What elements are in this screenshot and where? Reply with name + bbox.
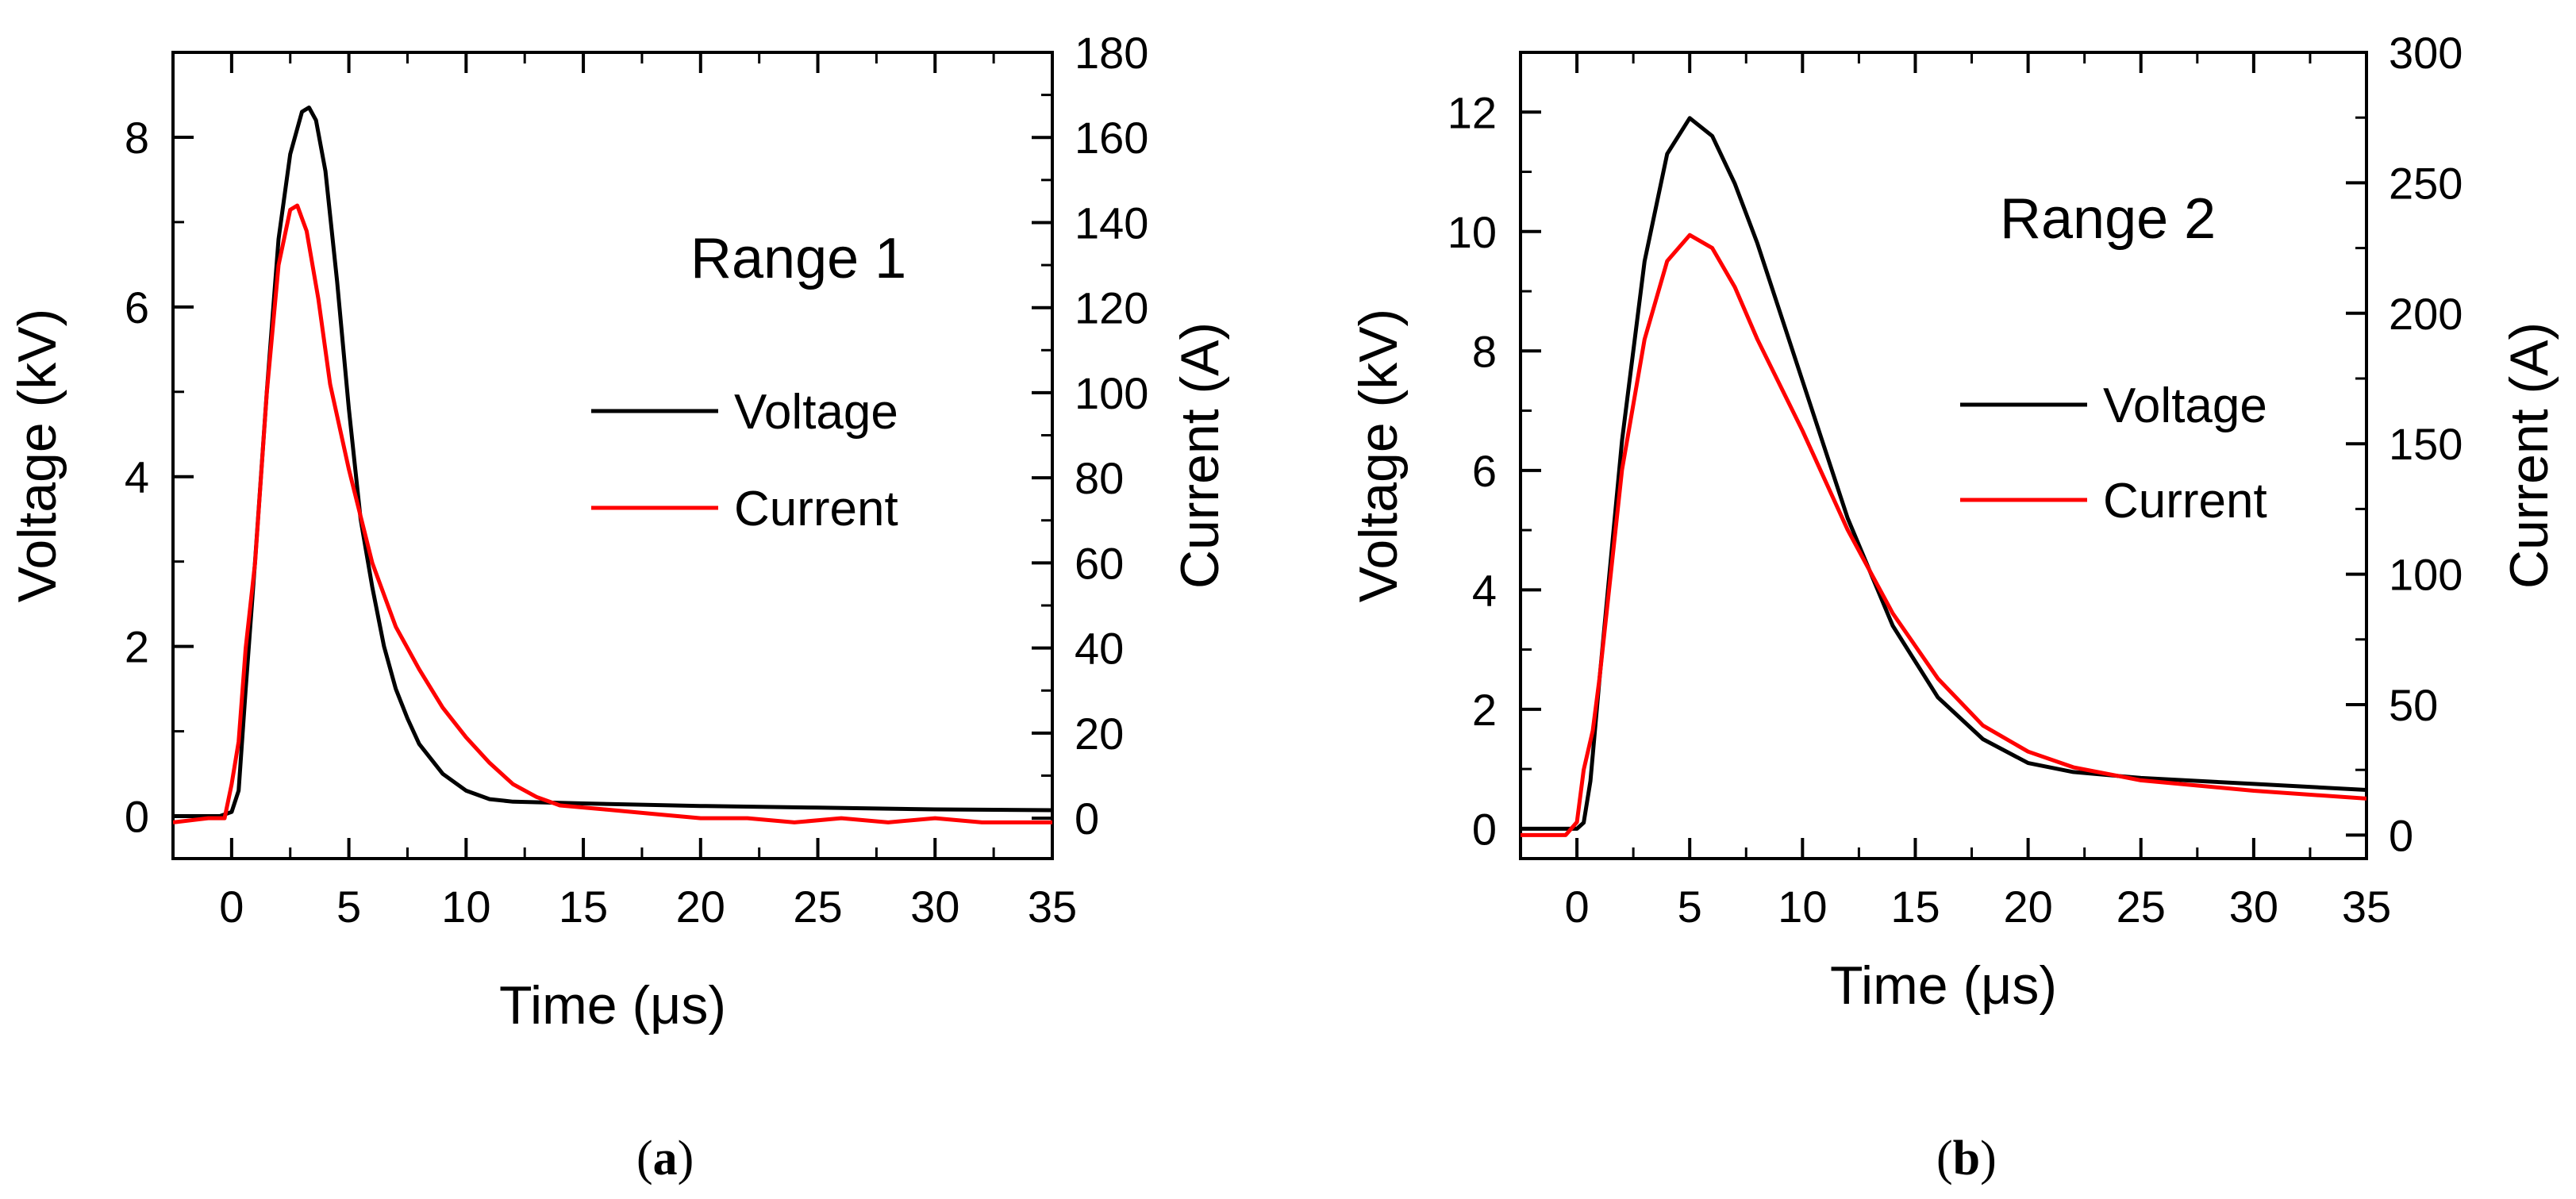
y-right-tick-label: 20 — [1075, 709, 1124, 759]
x-tick-label: 0 — [1564, 882, 1589, 932]
legend: Voltage Current — [1960, 379, 2267, 528]
panel-caption: (b) — [1936, 1132, 1997, 1186]
x-tick-label: 25 — [793, 882, 842, 932]
series-line-current — [173, 203, 1052, 824]
x-axis: 0 5 10 15 20 25 30 35 — [1564, 52, 2391, 932]
x-tick-label: 20 — [676, 882, 725, 932]
caption-open-paren: ( — [636, 1132, 653, 1186]
y-axis-right: 0 20 40 60 80 100 120 140 160 180 — [1032, 28, 1148, 844]
y-right-tick-label: 140 — [1075, 198, 1148, 248]
x-tick-label: 20 — [2003, 882, 2052, 932]
y-left-tick-label: 2 — [125, 622, 149, 672]
y-right-tick-label: 0 — [1075, 794, 1099, 844]
y-left-tick-label: 6 — [1472, 446, 1497, 496]
x-tick-label: 5 — [1678, 882, 1702, 932]
legend-label-voltage: Voltage — [2103, 379, 2267, 433]
y-left-tick-label: 6 — [125, 282, 149, 332]
y-left-tick-label: 4 — [1472, 565, 1497, 615]
y-left-tick-label: 4 — [125, 452, 149, 502]
y-right-tick-label: 120 — [1075, 283, 1148, 333]
y-left-tick-label: 0 — [125, 792, 149, 842]
caption-letter: a — [653, 1132, 678, 1186]
x-axis-title: Time (μs) — [499, 975, 726, 1036]
y-right-tick-label: 80 — [1075, 453, 1124, 503]
y-right-tick-label: 100 — [2389, 550, 2463, 600]
chart-panel-a: 0 5 10 15 20 25 30 3502468020406080100120140160… — [7, 28, 1230, 1186]
y-right-tick-label: 300 — [2389, 28, 2463, 78]
plot-frame — [1519, 51, 2368, 860]
legend-label-current: Current — [2103, 474, 2267, 528]
x-tick-label: 15 — [559, 882, 608, 932]
y-left-tick-label: 0 — [1472, 804, 1497, 854]
x-tick-label: 0 — [219, 882, 244, 932]
y-left-tick-label: 2 — [1472, 685, 1497, 735]
y-left-axis-title: Voltage (kV) — [7, 309, 67, 602]
y-right-tick-label: 50 — [2389, 680, 2438, 730]
y-left-tick-label: 8 — [125, 113, 149, 163]
y-left-tick-label: 10 — [1448, 207, 1497, 257]
y-right-axis-title: Current (A) — [2499, 322, 2559, 589]
caption-close-paren: ) — [678, 1132, 694, 1186]
x-tick-label: 30 — [910, 882, 959, 932]
x-tick-label: 15 — [1890, 882, 1940, 932]
x-tick-label: 30 — [2229, 882, 2278, 932]
y-right-tick-label: 60 — [1075, 538, 1124, 588]
caption-close-paren: ) — [1980, 1132, 1997, 1186]
x-tick-label: 25 — [2117, 882, 2166, 932]
y-left-tick-label: 8 — [1472, 326, 1497, 376]
caption-open-paren: ( — [1936, 1132, 1953, 1186]
x-axis: 0 5 10 15 20 25 30 35 — [219, 52, 1077, 932]
x-tick-label: 10 — [441, 882, 490, 932]
range-annotation: Range 2 — [2000, 187, 2216, 251]
y-right-tick-label: 250 — [2389, 158, 2463, 208]
y-axis-left: 0 2 4 6 8 10 12 — [1448, 87, 1541, 854]
plot-frame — [171, 51, 1054, 860]
y-left-axis-title: Voltage (kV) — [1348, 309, 1409, 602]
x-tick-label: 5 — [336, 882, 361, 932]
legend: Voltage Current — [591, 385, 898, 536]
legend-label-current: Current — [734, 482, 898, 536]
caption-letter: b — [1953, 1132, 1980, 1186]
chart-panel-b: 0 5 10 15 20 25 30 35 0 2 4 6 8 10 12 0 50 100 150 200 250 30… — [1348, 28, 2559, 1186]
y-axis-left: 0 2 4 6 8 — [125, 113, 194, 842]
legend-label-voltage: Voltage — [734, 385, 898, 440]
y-right-tick-label: 100 — [1075, 368, 1148, 418]
y-right-axis-title: Current (A) — [1170, 322, 1230, 589]
range-annotation: Range 1 — [690, 227, 906, 290]
y-right-tick-label: 180 — [1075, 28, 1148, 78]
y-right-tick-label: 160 — [1075, 113, 1148, 163]
x-tick-label: 10 — [1778, 882, 1827, 932]
y-left-tick-label: 12 — [1448, 87, 1497, 137]
panel-caption: (a) — [636, 1132, 694, 1186]
y-right-tick-label: 200 — [2389, 289, 2463, 339]
x-tick-label: 35 — [2342, 882, 2391, 932]
series-line-current — [1521, 232, 2366, 837]
y-right-tick-label: 40 — [1075, 624, 1124, 674]
y-right-tick-label: 0 — [2389, 810, 2413, 860]
y-right-tick-label: 150 — [2389, 419, 2463, 469]
x-axis-title: Time (μs) — [1830, 955, 2057, 1016]
x-tick-label: 35 — [1028, 882, 1077, 932]
y-axis-right: 0 50 100 150 200 250 300 — [2346, 28, 2463, 860]
